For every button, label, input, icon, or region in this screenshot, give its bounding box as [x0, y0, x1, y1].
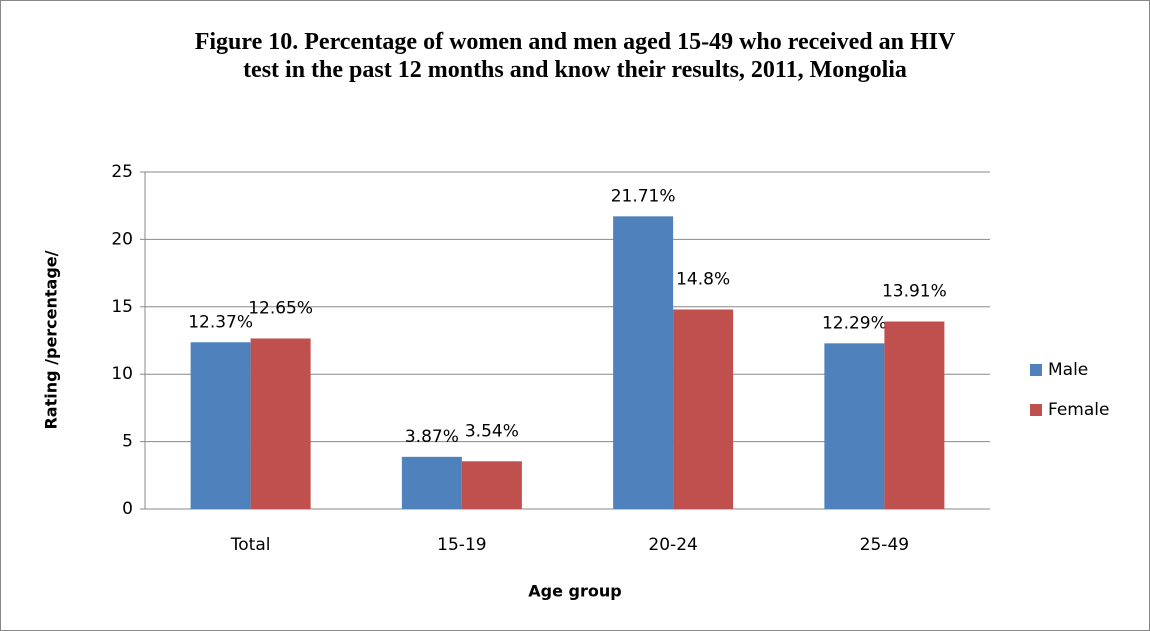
x-tick-label: 20-24 — [648, 535, 697, 555]
value-label: 13.91% — [882, 281, 947, 301]
y-tick-label: 20 — [111, 229, 133, 249]
bar — [250, 338, 311, 509]
legend-label: Male — [1048, 360, 1088, 380]
bar — [613, 216, 674, 510]
x-tick-label: 25-49 — [860, 535, 909, 555]
value-label: 3.87% — [405, 427, 459, 447]
x-tick-label: Total — [230, 535, 271, 555]
bar — [190, 342, 251, 509]
value-label: 12.65% — [248, 298, 313, 318]
legend-swatch — [1030, 364, 1042, 376]
bar — [461, 461, 522, 509]
chart-title: Figure 10. Percentage of women and men a… — [194, 29, 956, 83]
y-tick-label: 0 — [122, 499, 133, 519]
value-label: 12.37% — [188, 312, 253, 332]
legend-swatch — [1030, 404, 1042, 416]
y-tick-label: 5 — [122, 432, 133, 452]
x-axis-label: Age group — [528, 582, 621, 601]
value-label: 12.29% — [822, 313, 887, 333]
bar — [673, 309, 734, 509]
bar — [884, 321, 945, 509]
y-axis-label: Rating /percentage/ — [42, 250, 61, 429]
y-tick-label: 10 — [111, 364, 133, 384]
bar — [401, 456, 462, 509]
value-label: 14.8% — [676, 269, 730, 289]
value-label: 3.54% — [465, 421, 519, 441]
legend-label: Female — [1048, 400, 1109, 420]
bar — [824, 343, 885, 509]
y-tick-label: 15 — [111, 297, 133, 317]
y-tick-label: 25 — [111, 162, 133, 182]
x-tick-label: 15-19 — [437, 535, 486, 555]
value-label: 21.71% — [611, 186, 676, 206]
